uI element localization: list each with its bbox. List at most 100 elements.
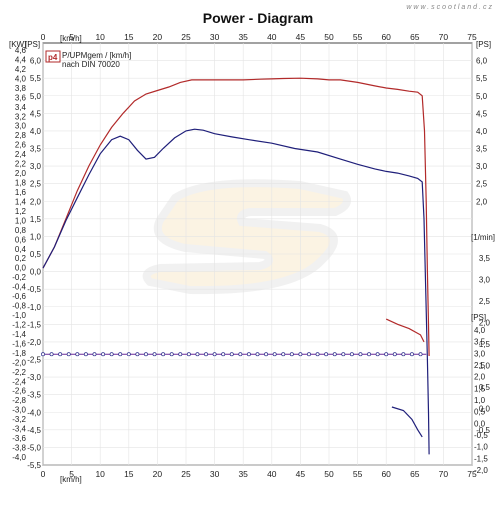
right-tick-label-rpm: 2,5 <box>479 297 491 306</box>
y-tick-label-kw: 1,4 <box>15 197 27 206</box>
y-tick-label-ps: 5,0 <box>30 92 42 101</box>
y-tick-label-ps: -2,0 <box>27 338 41 347</box>
y-tick-label-kw: 2,0 <box>15 169 27 178</box>
y-tick-label-kw: 3,2 <box>15 112 27 121</box>
right-tick-label-ps-bottom: 0,0 <box>474 419 486 428</box>
legend-badge: p4 <box>48 53 58 62</box>
series-dot-marker <box>144 352 148 357</box>
y-tick-label-kw: 3,8 <box>15 84 27 93</box>
x-tick-label-bottom: 20 <box>153 469 163 479</box>
series-dot-marker <box>307 352 311 357</box>
series-dot-marker <box>186 352 191 357</box>
series-dot-marker <box>367 352 371 357</box>
y-tick-label-ps: 3,5 <box>30 145 42 154</box>
y-tick-label-kw: -2,6 <box>12 387 26 396</box>
series-dot-marker <box>349 352 354 357</box>
y-tick-label-kw: -0,4 <box>12 283 26 292</box>
series-dot-marker <box>401 352 406 357</box>
right-tick-label-ps-bottom: 1,5 <box>474 384 486 393</box>
right-tick-label-rpm: 2,0 <box>479 319 491 328</box>
right-tick-label-rpm: 0,0 <box>479 405 491 414</box>
x-tick-label-bottom: 55 <box>353 469 363 479</box>
right-tick-label-rpm: 0,5 <box>479 383 491 392</box>
series-dot-marker <box>229 352 234 357</box>
y-tick-label-kw: -3,4 <box>12 425 26 434</box>
legend-line-2: nach DIN 70020 <box>62 60 120 69</box>
y-tick-label-kw: -2,8 <box>12 396 26 405</box>
y-axis-kw-label: [KW] <box>9 40 26 49</box>
y-tick-label-kw: 0,0 <box>15 264 27 273</box>
series-dot-marker <box>161 352 166 357</box>
y-tick-label-ps: 1,0 <box>30 232 42 241</box>
y-tick-label-ps: -1,5 <box>27 320 41 329</box>
x-tick-label-bottom: 35 <box>238 469 248 479</box>
right-tick-label-ps-top: 3,0 <box>476 162 488 171</box>
series-dot-marker <box>118 352 123 357</box>
right-tick-label-ps-bottom: -1,0 <box>474 443 488 452</box>
series-line-0 <box>42 77 430 357</box>
watermark-url: www.scootland.cz <box>406 4 494 11</box>
series-line-1 <box>385 318 425 343</box>
right-tick-label-ps-top: 2,5 <box>476 180 488 189</box>
x-tick-label-bottom: 40 <box>267 469 277 479</box>
y-axis-ps-label: [PS] <box>25 40 40 49</box>
x-tick-label-bottom: 70 <box>439 469 449 479</box>
x-tick-label-bottom: 15 <box>124 469 134 479</box>
series-dot-marker <box>392 352 397 357</box>
y-tick-label-ps: -5,5 <box>27 461 41 470</box>
right-tick-label-ps-top: 5,5 <box>476 74 488 83</box>
y-tick-label-kw: 3,4 <box>15 103 27 112</box>
series-dot-marker <box>178 352 183 357</box>
x-tick-label-top: 0 <box>41 32 46 42</box>
series-dot-marker <box>341 352 346 357</box>
y-tick-label-ps: 4,0 <box>30 127 42 136</box>
x-tick-label-bottom: 5 <box>69 469 74 479</box>
series-dot-marker <box>49 352 54 357</box>
y-tick-label-kw: 2,6 <box>15 141 27 150</box>
y-tick-label-ps: 1,5 <box>30 215 42 224</box>
y-tick-label-kw: -3,6 <box>12 434 26 443</box>
series-dot-marker <box>384 352 389 357</box>
series-dot-marker <box>169 352 174 357</box>
right-tick-label-ps-top: 6,0 <box>476 57 488 66</box>
legend: p4 P/UPMgem / [km/h] nach DIN 70020 <box>45 50 131 69</box>
x-tick-label-bottom: 75 <box>467 469 477 479</box>
x-tick-label-top: 65 <box>410 32 420 42</box>
y-tick-label-ps: 0,0 <box>30 268 42 277</box>
right-tick-label-ps-bottom: 2,0 <box>474 373 486 382</box>
right-tick-label-ps-top: 2,0 <box>476 197 488 206</box>
y-tick-label-kw: 0,4 <box>15 245 27 254</box>
x-tick-label-top: 60 <box>381 32 391 42</box>
right-tick-label-ps-bottom: 2,5 <box>474 361 486 370</box>
y-tick-label-ps: -5,0 <box>27 443 41 452</box>
x-tick-label-bottom: 65 <box>410 469 420 479</box>
series-dot-marker <box>264 352 269 357</box>
right-axis-ps-bottom-label: [PS] <box>471 313 486 322</box>
x-tick-label-top: 15 <box>124 32 134 42</box>
right-tick-label-rpm: 1,5 <box>479 340 491 349</box>
y-tick-label-ps: -3,5 <box>27 391 41 400</box>
y-tick-label-kw: -1,6 <box>12 339 26 348</box>
series-dot-marker <box>221 352 226 357</box>
y-tick-label-kw: -1,4 <box>12 330 26 339</box>
series-dot-marker <box>246 352 251 357</box>
y-tick-label-kw: 1,6 <box>15 188 27 197</box>
x-axis-label-top: [km/h] <box>60 34 82 43</box>
series-dot-marker <box>75 352 80 357</box>
y-tick-label-kw: 4,4 <box>15 55 27 64</box>
x-tick-label-bottom: 60 <box>381 469 391 479</box>
series-dot-marker <box>409 352 414 357</box>
y-tick-label-kw: -1,0 <box>12 311 26 320</box>
y-tick-label-kw: -0,6 <box>12 292 26 301</box>
series-layer <box>41 77 430 455</box>
x-axis-label-bottom: [km/h] <box>60 475 82 484</box>
right-tick-label-ps-top: 4,0 <box>476 127 488 136</box>
right-tick-label-ps-bottom: -1,5 <box>474 454 488 463</box>
y-tick-label-kw: -0,2 <box>12 273 26 282</box>
right-tick-label-ps-bottom: -0,5 <box>474 431 488 440</box>
y-tick-label-ps: 4,5 <box>30 109 42 118</box>
series-dot-marker <box>281 352 286 357</box>
y-tick-label-kw: 1,2 <box>15 207 27 216</box>
axes-layer: 0055101015152020252530303535404045455050… <box>12 32 490 479</box>
y-tick-label-ps: 5,5 <box>30 74 42 83</box>
